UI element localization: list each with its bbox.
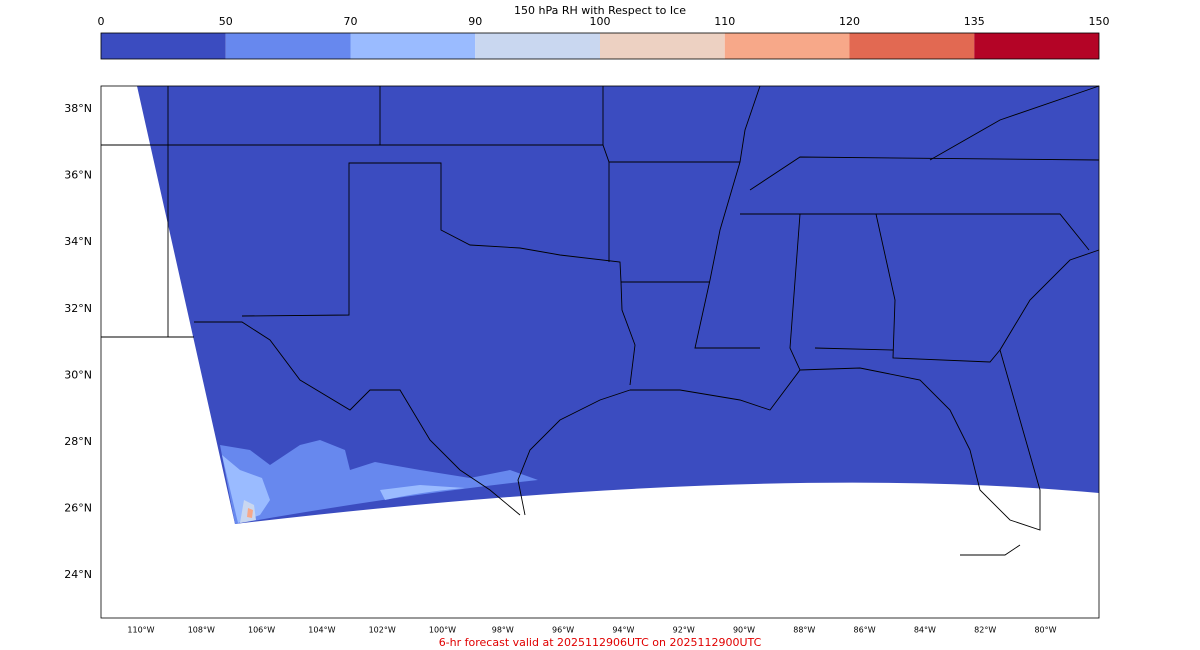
lon-label: 82°W	[974, 626, 996, 635]
colorbar-segment	[475, 33, 600, 59]
colorbar-tick-label: 100	[590, 15, 611, 28]
lon-label: 86°W	[854, 626, 876, 635]
colorbar-frame	[100, 32, 1100, 60]
lon-label: 98°W	[492, 626, 514, 635]
lon-label: 100°W	[429, 626, 456, 635]
lon-label: 110°W	[127, 626, 154, 635]
colorbar-tick-label: 150	[1089, 15, 1110, 28]
lon-label: 104°W	[308, 626, 335, 635]
colorbar-segment	[974, 33, 1099, 59]
map	[100, 85, 1100, 619]
colorbar-tick-label: 70	[344, 15, 358, 28]
colorbar-tick-label: 0	[98, 15, 105, 28]
colorbar-segment	[101, 33, 226, 59]
lat-label: 24°N	[64, 568, 92, 581]
lon-label: 80°W	[1034, 626, 1056, 635]
lon-label: 108°W	[188, 626, 215, 635]
colorbar-tick-label: 50	[219, 15, 233, 28]
axis-labels: 38°N 36°N 34°N 32°N 30°N 28°N 26°N 24°N 110°W 108…	[64, 102, 1056, 635]
colorbar-tick-label: 120	[839, 15, 860, 28]
lat-label: 36°N	[64, 169, 92, 182]
field-moist	[220, 440, 538, 524]
lat-label: 38°N	[64, 102, 92, 115]
map-frame	[100, 85, 1100, 619]
colorbar-title: 150 hPa RH with Respect to Ice	[514, 4, 686, 17]
colorbar-segment	[225, 33, 351, 59]
colorbar-tick-label: 135	[964, 15, 985, 28]
lon-label: 90°W	[733, 626, 755, 635]
lon-label: 96°W	[552, 626, 574, 635]
lon-label: 92°W	[673, 626, 695, 635]
colorbar: 0 50 70 90 100 110 120 135 150	[98, 15, 1110, 60]
lon-label: 106°W	[248, 626, 275, 635]
footer: 6-hr forecast valid at 2025112906UTC on …	[439, 636, 762, 649]
lon-label: 94°W	[612, 626, 634, 635]
lat-label: 32°N	[64, 302, 92, 315]
colorbar-segment	[724, 33, 850, 59]
field-base	[137, 86, 1099, 524]
field-moist4	[247, 508, 253, 518]
lat-label: 26°N	[64, 502, 92, 515]
lon-label: 84°W	[914, 626, 936, 635]
lon-label: 88°W	[793, 626, 815, 635]
colorbar-tick-label: 90	[468, 15, 482, 28]
lat-label: 30°N	[64, 368, 92, 381]
lon-label: 102°W	[369, 626, 396, 635]
colorbar-segment	[600, 33, 725, 59]
colorbar-segment	[350, 33, 476, 59]
colorbar-segment	[849, 33, 975, 59]
colorbar-tick-label: 110	[714, 15, 735, 28]
lat-label: 28°N	[64, 435, 92, 448]
lat-label: 34°N	[64, 235, 92, 248]
borders	[101, 85, 1100, 556]
